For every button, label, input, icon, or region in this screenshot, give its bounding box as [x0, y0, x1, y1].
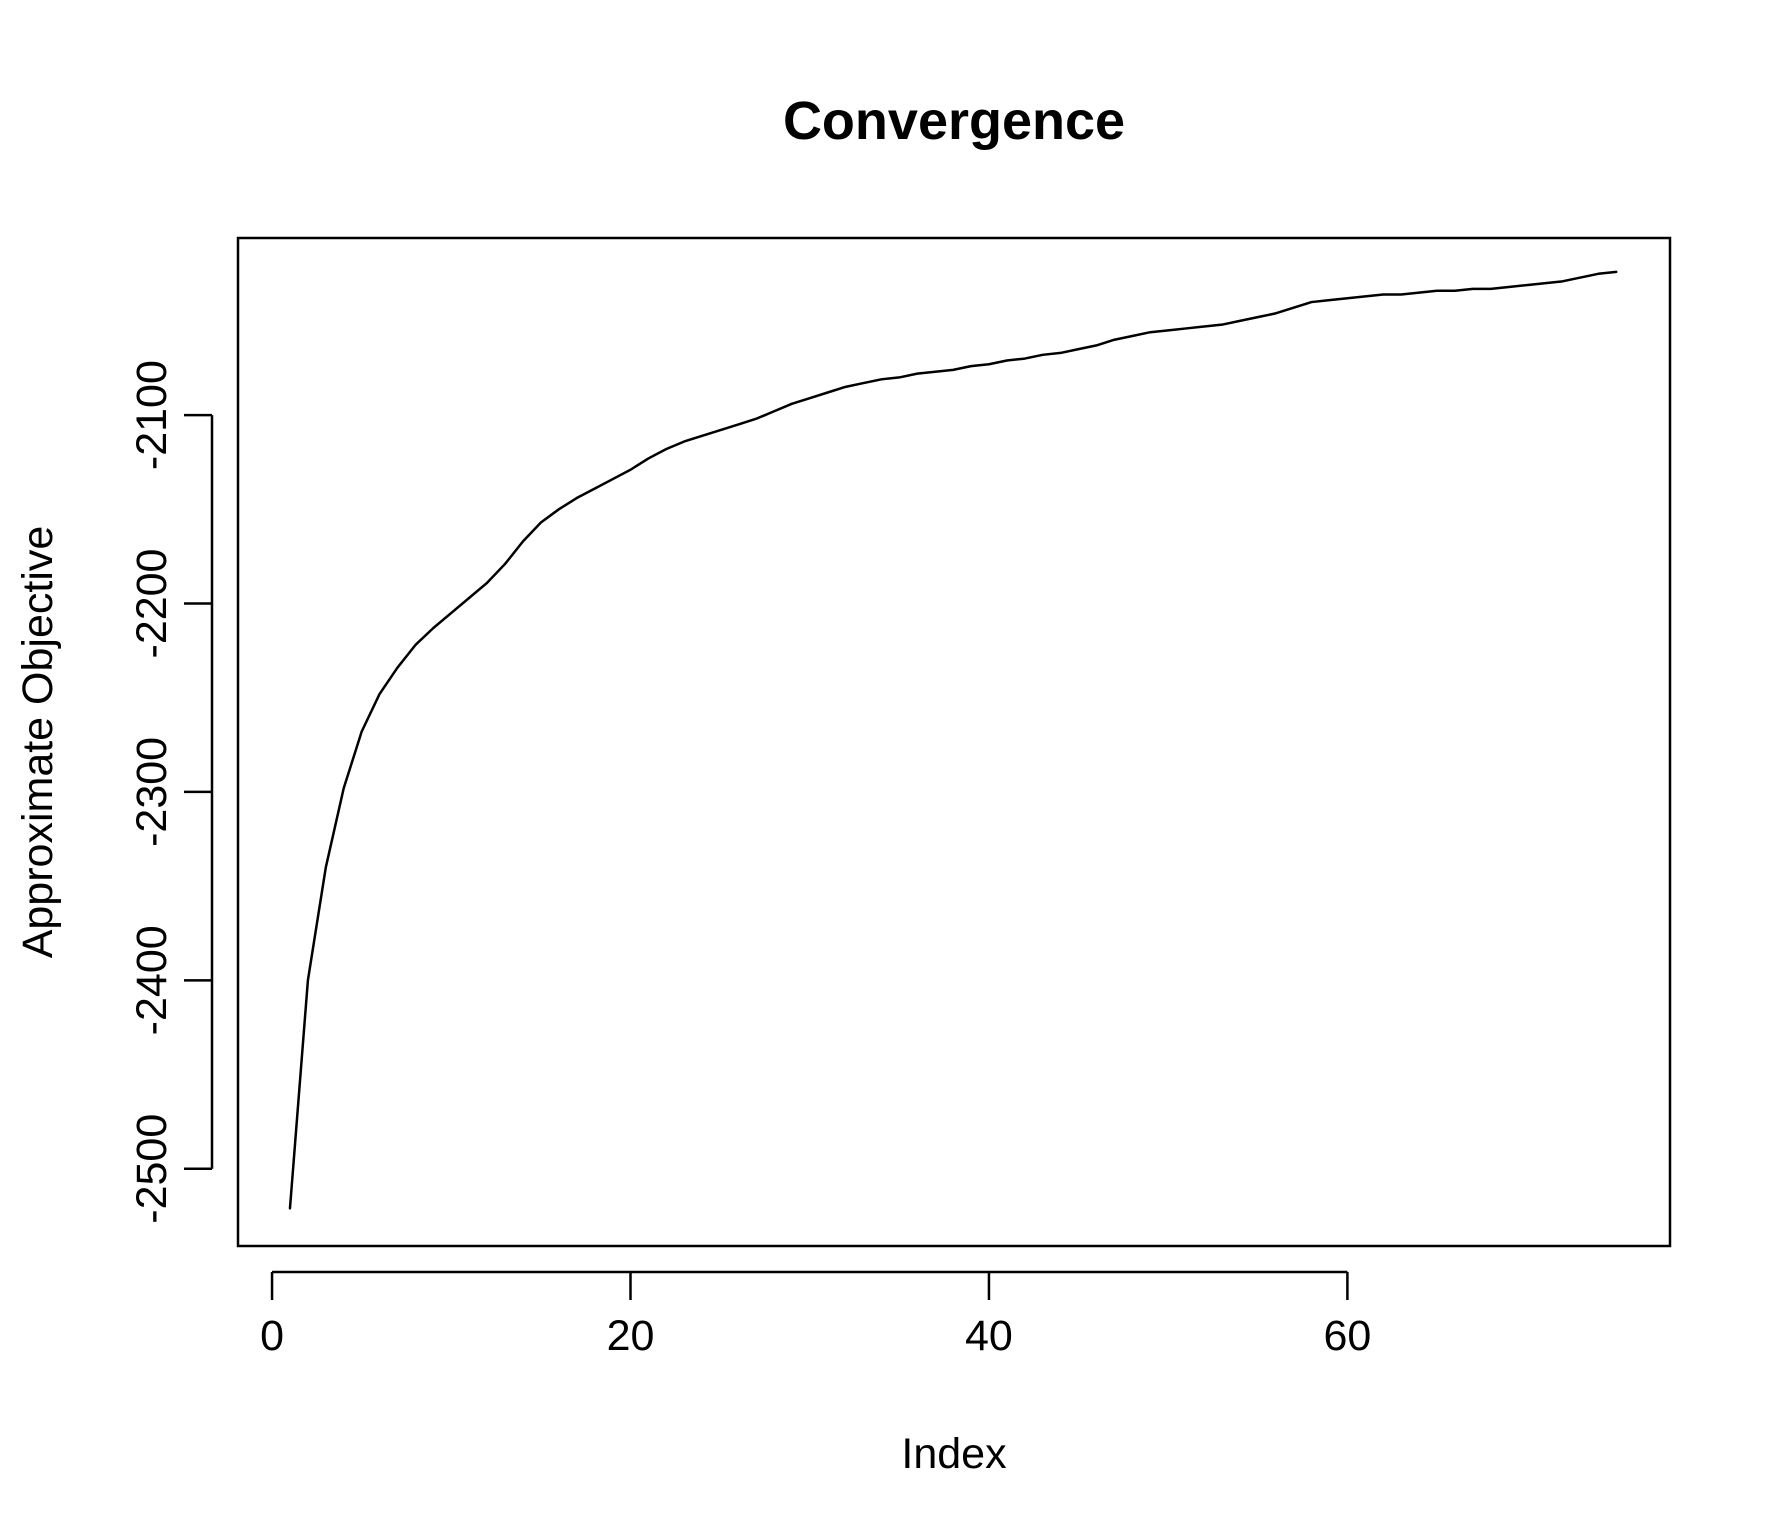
- plot-frame: [236, 236, 1672, 1248]
- y-tick-label: -2200: [128, 549, 176, 659]
- y-tick-label: -2300: [128, 737, 176, 847]
- y-axis-label: Approximate Objective: [14, 526, 62, 959]
- x-tick-label: 0: [260, 1312, 284, 1360]
- x-tick-label: 60: [1323, 1312, 1371, 1360]
- y-tick-label: -2500: [128, 1114, 176, 1224]
- y-tick-label: -2100: [128, 360, 176, 470]
- x-tick-label: 40: [965, 1312, 1013, 1360]
- x-axis-label: Index: [901, 1430, 1007, 1478]
- x-axis: 0 20 40 60: [260, 1270, 1371, 1360]
- y-axis: -2500 -2400 -2300 -2200 -2100: [128, 360, 214, 1224]
- series-line: [288, 270, 1618, 1210]
- x-tick-label: 20: [607, 1312, 655, 1360]
- y-tick-label: -2400: [128, 925, 176, 1035]
- chart-title: Convergence: [783, 91, 1125, 151]
